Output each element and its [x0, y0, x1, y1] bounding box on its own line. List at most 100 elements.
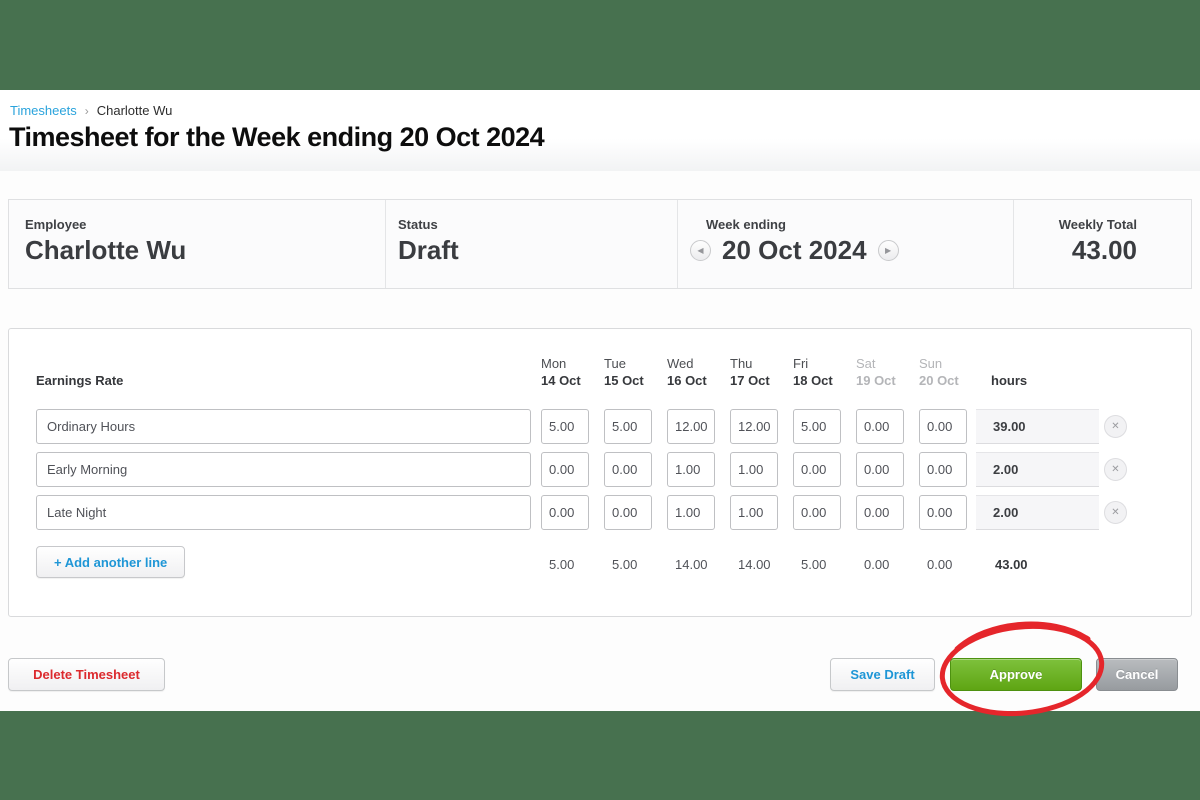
grand-total: 43.00	[995, 557, 1028, 572]
day-name: Tue	[604, 356, 626, 371]
hours-input-fri[interactable]	[793, 495, 841, 530]
day-name: Wed	[667, 356, 694, 371]
week-ending-value: 20 Oct 2024	[722, 235, 867, 265]
table-row: 39.00 ✕	[9, 409, 1191, 444]
timesheet-table: Earnings Rate Mon 14 Oct Tue 15 Oct Wed …	[8, 328, 1192, 617]
top-letterbox-bar	[0, 0, 1200, 90]
daily-total-thu: 14.00	[738, 557, 771, 572]
hours-input-tue[interactable]	[604, 495, 652, 530]
next-week-button[interactable]: ▶	[877, 240, 899, 261]
hours-input-wed[interactable]	[667, 409, 715, 444]
hours-input-thu[interactable]	[730, 452, 778, 487]
chevron-left-icon: ◀	[697, 246, 704, 255]
daily-totals-row: 5.00 5.00 14.00 14.00 5.00 0.00 0.00 43.…	[541, 557, 1028, 572]
day-name: Thu	[730, 356, 753, 371]
day-header-tue: Tue 15 Oct	[604, 355, 667, 389]
day-date: 19 Oct	[856, 373, 896, 388]
delete-timesheet-button[interactable]: Delete Timesheet	[8, 658, 165, 691]
daily-total-wed: 14.00	[675, 557, 708, 572]
hours-input-fri[interactable]	[793, 452, 841, 487]
previous-week-button[interactable]: ◀	[690, 240, 711, 261]
page-header: Timesheets › Charlotte Wu Timesheet for …	[0, 90, 1200, 172]
week-ending-label: Week ending	[706, 217, 786, 232]
remove-line-button[interactable]: ✕	[1104, 415, 1127, 438]
close-icon: ✕	[1111, 507, 1120, 518]
hours-input-sat[interactable]	[856, 495, 904, 530]
day-inputs	[541, 452, 982, 487]
summary-employee: Employee Charlotte Wu	[9, 200, 386, 288]
employee-value: Charlotte Wu	[25, 235, 187, 265]
hours-input-mon[interactable]	[541, 452, 589, 487]
summary-weekly-total: Weekly Total 43.00	[1014, 200, 1191, 288]
day-date: 14 Oct	[541, 373, 581, 388]
earnings-rate-header: Earnings Rate	[36, 373, 124, 388]
chevron-right-icon: ▶	[884, 246, 892, 255]
table-row: 2.00 ✕	[9, 452, 1191, 487]
hours-input-sun[interactable]	[919, 495, 967, 530]
daily-total-fri: 5.00	[801, 557, 827, 572]
daily-total-tue: 5.00	[612, 557, 638, 572]
row-total: 39.00	[976, 409, 1099, 444]
hours-input-wed[interactable]	[667, 495, 715, 530]
close-icon: ✕	[1111, 421, 1120, 432]
daily-total-mon: 5.00	[549, 557, 575, 572]
earnings-rate-input[interactable]	[36, 452, 531, 487]
daily-total-sun: 0.00	[927, 557, 953, 572]
remove-line-button[interactable]: ✕	[1104, 458, 1127, 481]
summary-week-ending: Week ending ◀ 20 Oct 2024 ▶	[678, 200, 1014, 288]
day-header-sat: Sat 19 Oct	[856, 355, 919, 389]
hours-column-header: hours	[991, 373, 1028, 388]
day-name: Mon	[541, 356, 567, 371]
day-date: 15 Oct	[604, 373, 644, 388]
day-column-headers: Mon 14 Oct Tue 15 Oct Wed 16 Oct Thu 17 …	[541, 355, 1027, 389]
table-row: 2.00 ✕	[9, 495, 1191, 530]
day-header-thu: Thu 17 Oct	[730, 355, 793, 389]
hours-input-tue[interactable]	[604, 409, 652, 444]
row-total: 2.00	[976, 452, 1099, 487]
hours-input-thu[interactable]	[730, 495, 778, 530]
status-value: Draft	[398, 235, 459, 265]
day-date: 17 Oct	[730, 373, 770, 388]
day-name: Fri	[793, 356, 809, 371]
hours-input-sat[interactable]	[856, 452, 904, 487]
close-icon: ✕	[1111, 464, 1120, 475]
save-draft-button[interactable]: Save Draft	[830, 658, 935, 691]
remove-line-button[interactable]: ✕	[1104, 501, 1127, 524]
summary-bar: Employee Charlotte Wu Status Draft Week …	[8, 199, 1192, 289]
add-another-line-button[interactable]: + Add another line	[36, 546, 186, 578]
day-inputs	[541, 495, 982, 530]
day-name: Sun	[919, 356, 943, 371]
hours-input-tue[interactable]	[604, 452, 652, 487]
breadcrumb-separator-icon: ›	[84, 103, 89, 118]
breadcrumb: Timesheets › Charlotte Wu	[10, 103, 172, 118]
daily-total-sat: 0.00	[864, 557, 890, 572]
hours-input-wed[interactable]	[667, 452, 715, 487]
hours-input-fri[interactable]	[793, 409, 841, 444]
hours-input-mon[interactable]	[541, 409, 589, 444]
day-name: Sat	[856, 356, 876, 371]
hours-input-thu[interactable]	[730, 409, 778, 444]
summary-status: Status Draft	[386, 200, 678, 288]
day-inputs	[541, 409, 982, 444]
breadcrumb-current: Charlotte Wu	[96, 103, 173, 118]
main-content: Employee Charlotte Wu Status Draft Week …	[0, 171, 1200, 711]
day-header-wed: Wed 16 Oct	[667, 355, 730, 389]
hours-input-mon[interactable]	[541, 495, 589, 530]
approve-button[interactable]: Approve	[950, 658, 1082, 691]
earnings-rate-input[interactable]	[36, 409, 531, 444]
day-date: 16 Oct	[667, 373, 707, 388]
hours-input-sun[interactable]	[919, 409, 967, 444]
row-total: 2.00	[976, 495, 1099, 530]
status-label: Status	[398, 217, 438, 232]
hours-input-sun[interactable]	[919, 452, 967, 487]
page-title: Timesheet for the Week ending 20 Oct 202…	[9, 122, 545, 152]
cancel-button[interactable]: Cancel	[1096, 658, 1178, 691]
breadcrumb-link-timesheets[interactable]: Timesheets	[10, 103, 77, 118]
earnings-rate-input[interactable]	[36, 495, 531, 530]
weekly-total-value: 43.00	[1071, 235, 1137, 265]
weekly-total-label: Weekly Total	[1058, 217, 1137, 232]
hours-input-sat[interactable]	[856, 409, 904, 444]
day-date: 20 Oct	[919, 373, 959, 388]
day-header-sun: Sun 20 Oct	[919, 355, 982, 389]
